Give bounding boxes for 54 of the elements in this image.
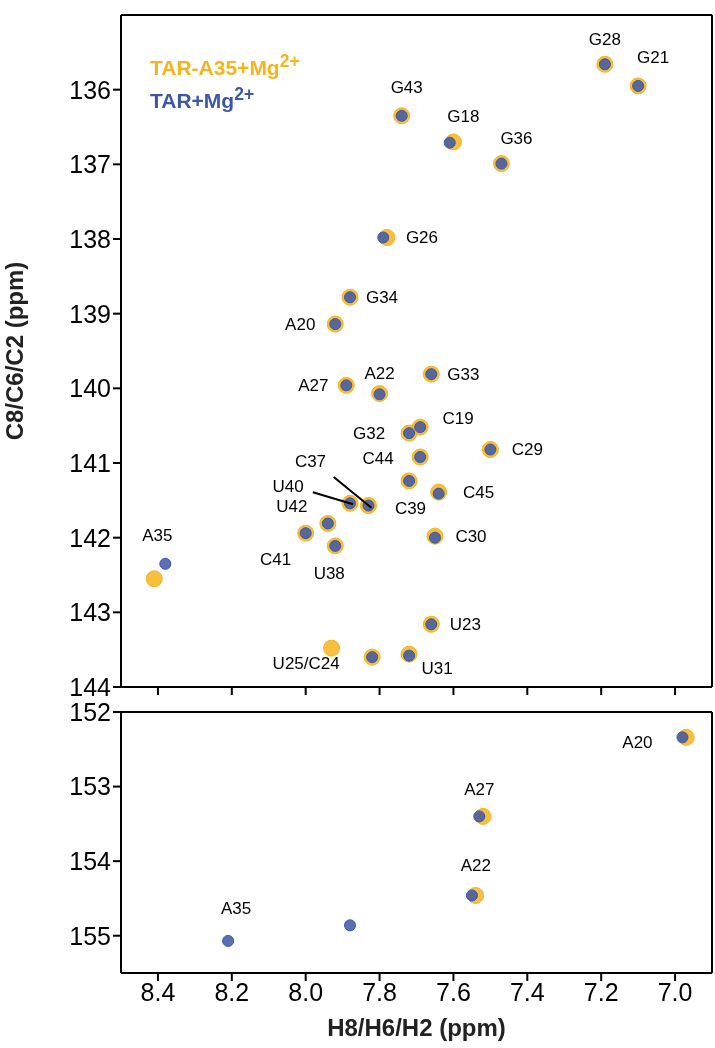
y-tick-label: 138 — [69, 224, 111, 253]
x-axis-title: H8/H6/H2 (ppm) — [327, 1014, 506, 1041]
y-tick-label: 142 — [69, 523, 111, 552]
annotation: C39 — [394, 499, 427, 519]
annotation: A27 — [298, 375, 329, 395]
annotation: U42 — [276, 496, 308, 516]
x-tick-label: 7.2 — [583, 977, 619, 1006]
y-tick-label: 154 — [69, 847, 112, 876]
annotation: U31 — [421, 658, 453, 678]
annotation: A35 — [220, 899, 252, 919]
y-tick-label: 140 — [69, 374, 111, 403]
y-tick-label: 143 — [69, 598, 111, 627]
x-tick-label: 8.2 — [214, 977, 250, 1006]
annotation: G26 — [405, 228, 439, 248]
annotation: G34 — [365, 287, 399, 307]
annotation: G36 — [500, 129, 533, 149]
annotation: G21 — [637, 48, 670, 68]
y-tick-label: 139 — [69, 299, 111, 328]
y-tick-label: 153 — [69, 772, 111, 801]
annotation: C19 — [442, 408, 474, 428]
annotation: A27 — [464, 779, 495, 799]
annotation: U23 — [449, 614, 481, 634]
annotation: C41 — [260, 549, 292, 569]
annotation: G18 — [447, 107, 480, 127]
y-tick-label: 136 — [69, 75, 111, 104]
y-tick-label: 141 — [69, 448, 111, 477]
y-tick-label: 155 — [69, 921, 111, 950]
annotation: U40 — [272, 476, 304, 496]
annotation: G33 — [447, 364, 480, 384]
x-tick-label: 7.8 — [362, 977, 397, 1006]
annotation: G43 — [390, 78, 423, 98]
annotation: A22 — [460, 855, 492, 875]
x-tick-label: 8.4 — [140, 977, 176, 1006]
y-tick-label: 137 — [69, 150, 111, 179]
annotation: C44 — [362, 448, 394, 468]
x-tick-label: 7.0 — [657, 977, 693, 1006]
annotation: G32 — [353, 423, 386, 443]
annotation: A20 — [285, 314, 316, 334]
x-tick-label: 7.4 — [509, 977, 545, 1006]
text: TAR+Mg$^{2+}$ — [150, 83, 256, 114]
x-tick-label: 8.0 — [288, 977, 324, 1006]
annotation: A35 — [142, 526, 173, 546]
y-axis-title: C8/C6/C2 (ppm) — [0, 261, 28, 441]
annotation: G28 — [588, 29, 621, 49]
annotation: A20 — [622, 732, 653, 752]
annotation: U25/C24 — [272, 653, 340, 673]
text: TAR-A35+Mg$^{2+}$ — [150, 50, 300, 81]
annotation: C29 — [511, 440, 543, 460]
annotation: U38 — [313, 564, 345, 584]
annotation: C30 — [455, 526, 487, 546]
annotation: C45 — [463, 482, 495, 502]
annotation: C37 — [294, 452, 327, 472]
annotation: A22 — [364, 364, 395, 384]
x-tick-label: 7.6 — [436, 977, 471, 1006]
